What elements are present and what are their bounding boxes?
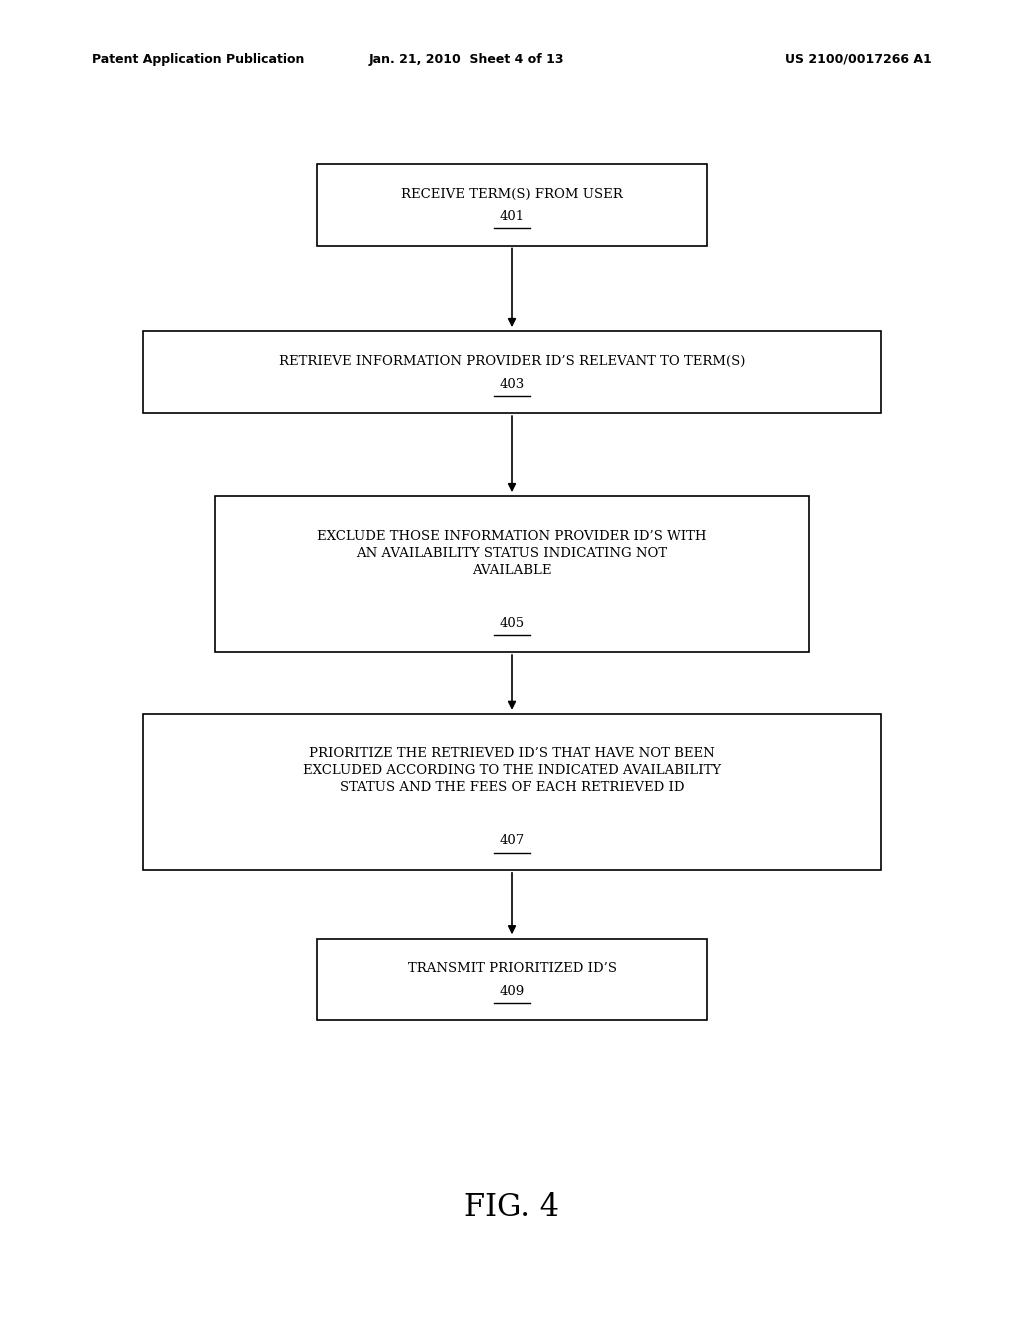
Text: 407: 407 — [500, 834, 524, 847]
Text: US 2100/0017266 A1: US 2100/0017266 A1 — [785, 53, 932, 66]
Text: FIG. 4: FIG. 4 — [465, 1192, 559, 1224]
Text: RETRIEVE INFORMATION PROVIDER ID’S RELEVANT TO TERM(S): RETRIEVE INFORMATION PROVIDER ID’S RELEV… — [279, 355, 745, 368]
Bar — [317, 939, 707, 1020]
Text: RECEIVE TERM(S) FROM USER: RECEIVE TERM(S) FROM USER — [401, 187, 623, 201]
Text: PRIORITIZE THE RETRIEVED ID’S THAT HAVE NOT BEEN
EXCLUDED ACCORDING TO THE INDIC: PRIORITIZE THE RETRIEVED ID’S THAT HAVE … — [303, 747, 721, 795]
Text: 403: 403 — [500, 378, 524, 391]
Text: Patent Application Publication: Patent Application Publication — [92, 53, 304, 66]
Text: EXCLUDE THOSE INFORMATION PROVIDER ID’S WITH
AN AVAILABILITY STATUS INDICATING N: EXCLUDE THOSE INFORMATION PROVIDER ID’S … — [317, 529, 707, 577]
Text: 401: 401 — [500, 210, 524, 223]
Text: 405: 405 — [500, 616, 524, 630]
Bar — [143, 331, 881, 413]
Text: 409: 409 — [500, 985, 524, 998]
Bar — [143, 714, 881, 870]
Text: Jan. 21, 2010  Sheet 4 of 13: Jan. 21, 2010 Sheet 4 of 13 — [369, 53, 563, 66]
Bar — [215, 496, 809, 652]
Bar — [317, 164, 707, 246]
Text: TRANSMIT PRIORITIZED ID’S: TRANSMIT PRIORITIZED ID’S — [408, 962, 616, 975]
